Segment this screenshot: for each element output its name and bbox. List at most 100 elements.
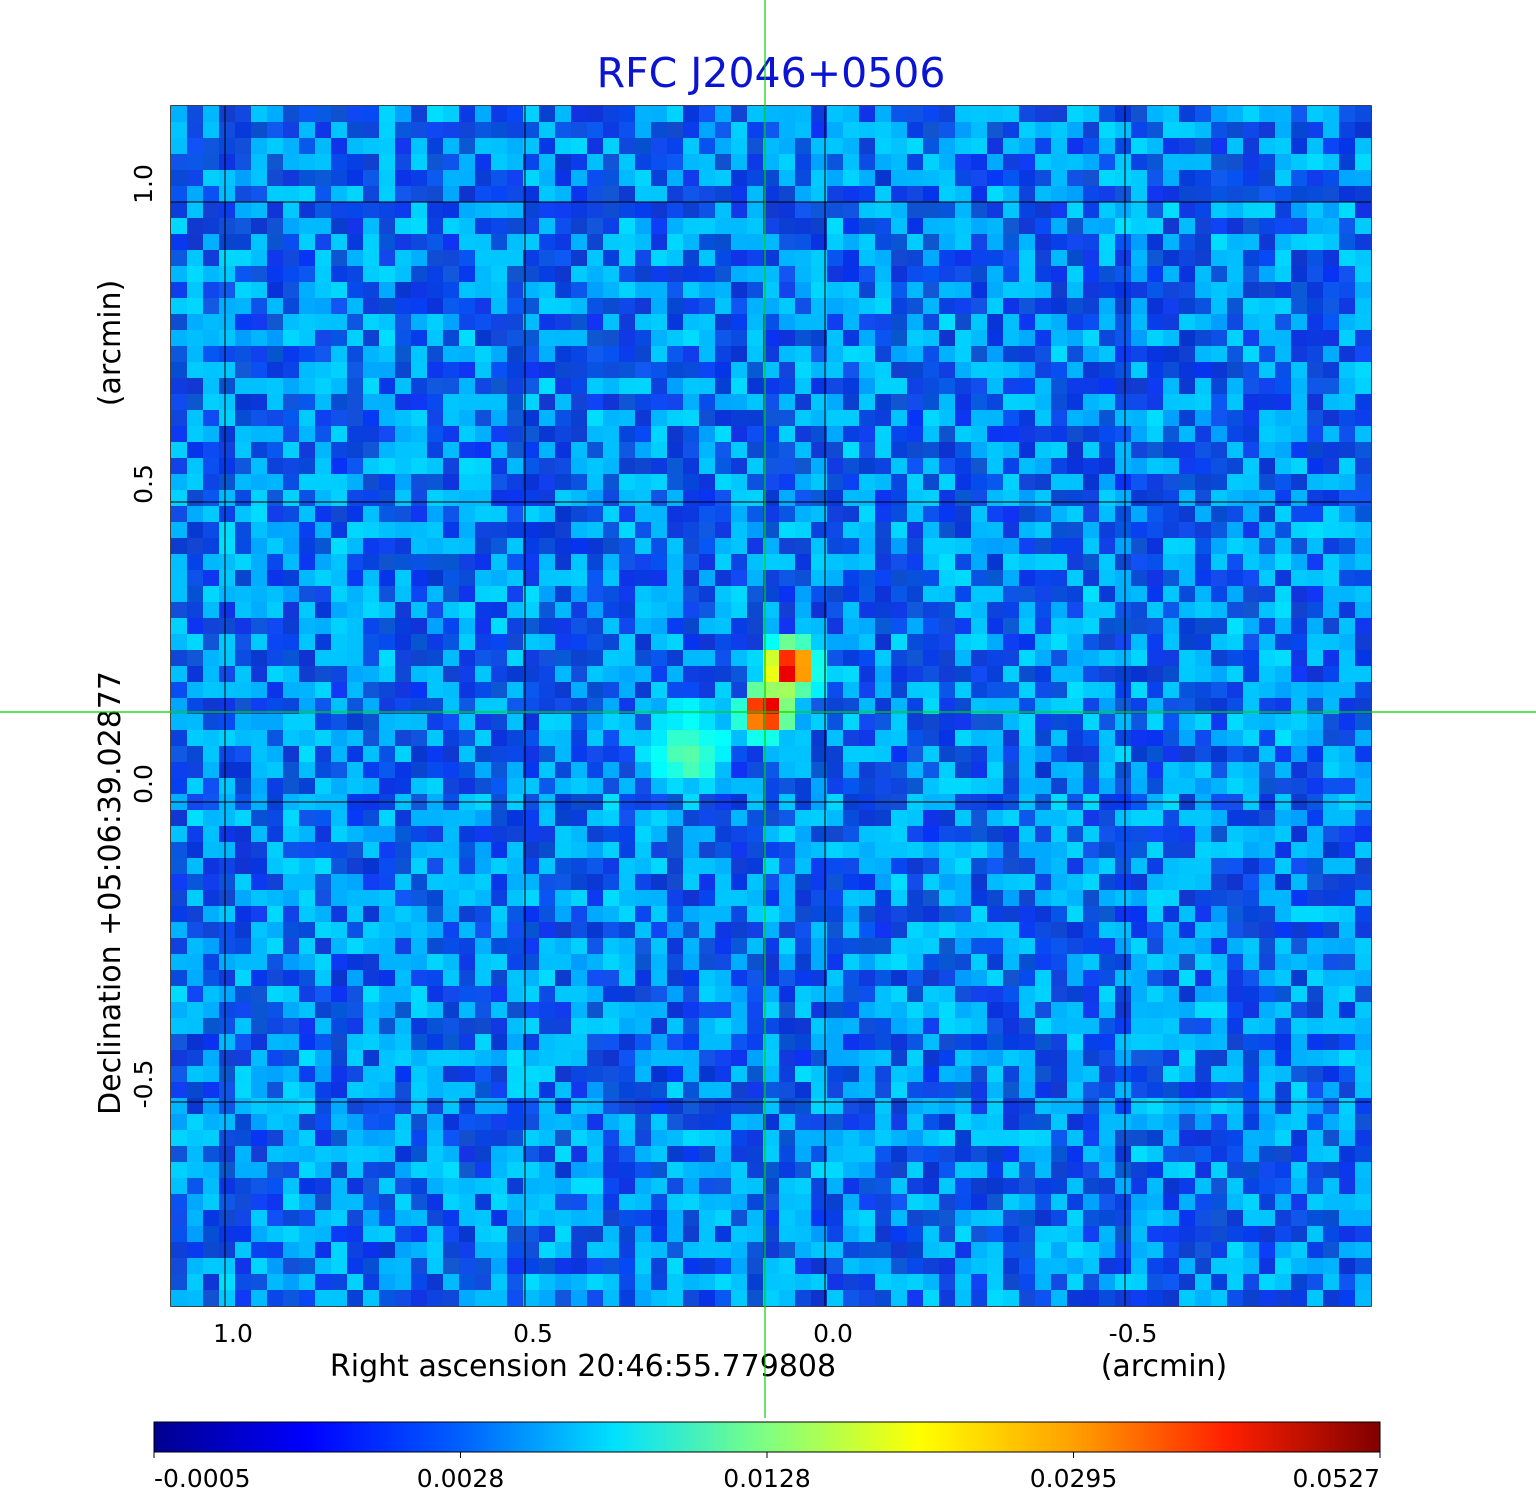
map-pixel: [363, 266, 380, 283]
map-pixel: [907, 746, 924, 763]
map-pixel: [651, 442, 668, 459]
map-pixel: [1051, 730, 1068, 747]
map-pixel: [667, 682, 684, 699]
map-pixel: [1147, 554, 1164, 571]
map-pixel: [219, 426, 236, 443]
map-pixel: [1131, 858, 1148, 875]
map-pixel: [603, 170, 620, 187]
map-pixel: [891, 1242, 908, 1259]
map-pixel: [555, 554, 572, 571]
map-pixel: [1067, 1194, 1084, 1211]
map-pixel: [1163, 1242, 1180, 1259]
map-pixel: [555, 906, 572, 923]
map-pixel: [779, 714, 796, 731]
map-pixel: [475, 554, 492, 571]
map-pixel: [603, 1194, 620, 1211]
map-pixel: [1147, 330, 1164, 347]
map-pixel: [427, 314, 444, 331]
map-pixel: [347, 490, 364, 507]
map-pixel: [1131, 970, 1148, 987]
map-pixel: [795, 154, 812, 171]
map-pixel: [251, 394, 268, 411]
map-pixel: [203, 554, 220, 571]
map-pixel: [395, 1050, 412, 1067]
map-pixel: [283, 1034, 300, 1051]
map-pixel: [971, 1258, 988, 1275]
map-pixel: [475, 714, 492, 731]
map-pixel: [1147, 1050, 1164, 1067]
map-pixel: [763, 1226, 780, 1243]
map-pixel: [283, 122, 300, 139]
map-pixel: [1003, 938, 1020, 955]
map-pixel: [1163, 1018, 1180, 1035]
map-pixel: [1115, 314, 1132, 331]
map-pixel: [747, 874, 764, 891]
map-pixel: [347, 1242, 364, 1259]
map-pixel: [699, 922, 716, 939]
map-pixel: [923, 362, 940, 379]
map-pixel: [1115, 506, 1132, 523]
map-pixel: [507, 266, 524, 283]
map-pixel: [779, 1162, 796, 1179]
map-pixel: [491, 618, 508, 635]
map-pixel: [395, 874, 412, 891]
map-pixel: [907, 1194, 924, 1211]
map-pixel: [347, 474, 364, 491]
map-pixel: [779, 1242, 796, 1259]
map-pixel: [363, 442, 380, 459]
map-pixel: [635, 362, 652, 379]
map-pixel: [1211, 570, 1228, 587]
map-pixel: [267, 250, 284, 267]
map-pixel: [1099, 442, 1116, 459]
map-pixel: [539, 426, 556, 443]
map-pixel: [235, 1002, 252, 1019]
map-pixel: [747, 1066, 764, 1083]
map-pixel: [1019, 698, 1036, 715]
map-pixel: [683, 490, 700, 507]
map-pixel: [715, 666, 732, 683]
map-pixel: [347, 170, 364, 187]
map-pixel: [1099, 490, 1116, 507]
map-pixel: [715, 426, 732, 443]
map-pixel: [955, 554, 972, 571]
map-pixel: [315, 1082, 332, 1099]
map-pixel: [315, 106, 332, 123]
map-pixel: [395, 714, 412, 731]
map-pixel: [715, 1162, 732, 1179]
map-pixel: [427, 490, 444, 507]
map-pixel: [555, 938, 572, 955]
map-pixel: [635, 826, 652, 843]
map-pixel: [955, 1034, 972, 1051]
map-pixel: [1035, 650, 1052, 667]
map-pixel: [475, 410, 492, 427]
map-pixel: [395, 1130, 412, 1147]
map-pixel: [1099, 314, 1116, 331]
map-pixel: [1083, 954, 1100, 971]
map-pixel: [539, 394, 556, 411]
map-pixel: [1051, 826, 1068, 843]
map-pixel: [171, 1066, 188, 1083]
map-pixel: [219, 602, 236, 619]
map-pixel: [395, 1114, 412, 1131]
map-pixel: [523, 138, 540, 155]
map-pixel: [539, 890, 556, 907]
map-pixel: [1115, 490, 1132, 507]
map-pixel: [443, 1162, 460, 1179]
map-pixel: [1227, 746, 1244, 763]
map-pixel: [491, 1066, 508, 1083]
map-pixel: [443, 1178, 460, 1195]
map-pixel: [635, 938, 652, 955]
map-pixel: [187, 922, 204, 939]
map-pixel: [267, 298, 284, 315]
map-pixel: [251, 714, 268, 731]
map-pixel: [219, 1098, 236, 1115]
map-pixel: [779, 906, 796, 923]
map-pixel: [1131, 1066, 1148, 1083]
map-pixel: [971, 890, 988, 907]
map-pixel: [555, 234, 572, 251]
map-pixel: [203, 1274, 220, 1291]
map-pixel: [843, 122, 860, 139]
map-pixel: [683, 1162, 700, 1179]
map-pixel: [459, 922, 476, 939]
map-pixel: [699, 378, 716, 395]
